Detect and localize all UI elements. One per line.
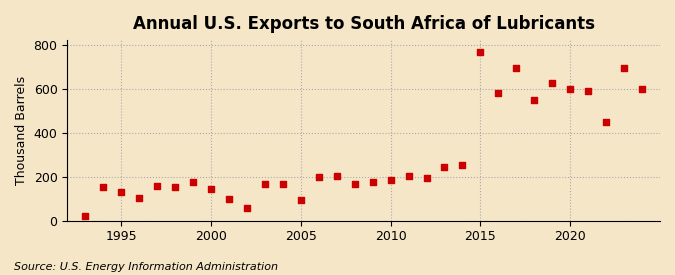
- Point: [134, 196, 144, 200]
- Point: [439, 165, 450, 169]
- Point: [296, 198, 306, 202]
- Text: Source: U.S. Energy Information Administration: Source: U.S. Energy Information Administ…: [14, 262, 277, 272]
- Point: [313, 175, 324, 179]
- Y-axis label: Thousand Barrels: Thousand Barrels: [15, 76, 28, 185]
- Point: [493, 91, 504, 95]
- Point: [475, 50, 486, 54]
- Point: [152, 183, 163, 188]
- Point: [403, 174, 414, 178]
- Point: [511, 65, 522, 70]
- Point: [259, 182, 270, 187]
- Title: Annual U.S. Exports to South Africa of Lubricants: Annual U.S. Exports to South Africa of L…: [133, 15, 595, 33]
- Point: [619, 65, 630, 70]
- Point: [601, 119, 612, 124]
- Point: [277, 182, 288, 187]
- Point: [169, 185, 180, 189]
- Point: [188, 180, 198, 185]
- Point: [385, 178, 396, 182]
- Point: [583, 89, 593, 93]
- Point: [367, 180, 378, 185]
- Point: [331, 174, 342, 178]
- Point: [206, 187, 217, 191]
- Point: [80, 214, 90, 219]
- Point: [223, 197, 234, 201]
- Point: [421, 176, 432, 180]
- Point: [565, 86, 576, 91]
- Point: [529, 97, 540, 102]
- Point: [349, 182, 360, 187]
- Point: [457, 163, 468, 167]
- Point: [115, 190, 126, 194]
- Point: [98, 185, 109, 189]
- Point: [547, 81, 558, 85]
- Point: [637, 86, 647, 91]
- Point: [242, 205, 252, 210]
